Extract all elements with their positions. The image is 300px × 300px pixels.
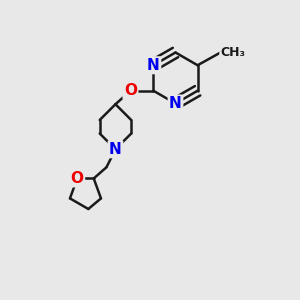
Text: O: O [71,171,84,186]
Text: N: N [147,58,160,73]
Text: CH₃: CH₃ [220,46,245,59]
Text: O: O [124,83,137,98]
Text: N: N [109,142,122,157]
Text: N: N [169,96,182,111]
